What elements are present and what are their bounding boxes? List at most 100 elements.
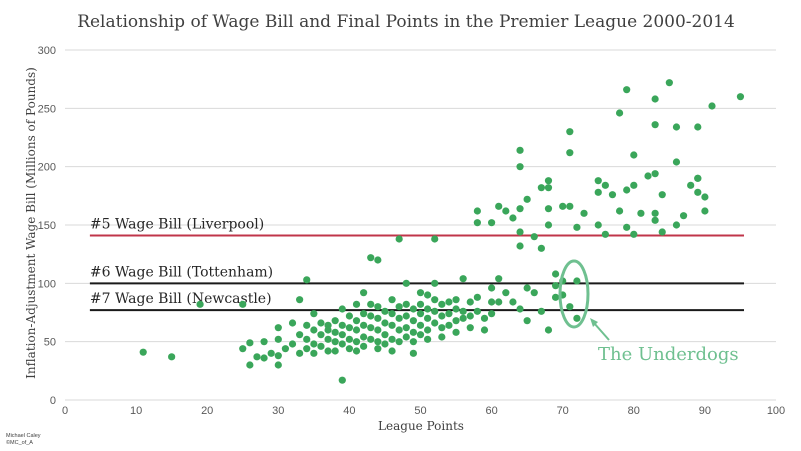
data-point bbox=[523, 195, 531, 203]
y-tick-label: 100 bbox=[38, 278, 56, 290]
data-point bbox=[409, 338, 417, 346]
data-point bbox=[601, 181, 609, 189]
data-point bbox=[395, 314, 403, 322]
data-point bbox=[239, 300, 247, 308]
x-tick-label: 100 bbox=[767, 405, 785, 417]
data-point bbox=[409, 349, 417, 357]
data-point bbox=[537, 184, 545, 192]
data-point bbox=[324, 347, 332, 355]
data-point bbox=[495, 202, 503, 210]
data-point bbox=[388, 347, 396, 355]
data-point bbox=[374, 303, 382, 311]
data-point bbox=[331, 347, 339, 355]
data-point bbox=[367, 335, 375, 343]
underdogs-highlight-ellipse bbox=[558, 259, 590, 329]
data-point bbox=[360, 321, 368, 329]
data-point bbox=[424, 305, 432, 313]
data-point bbox=[296, 331, 304, 339]
data-point bbox=[331, 317, 339, 325]
data-point bbox=[324, 326, 332, 334]
data-point bbox=[388, 296, 396, 304]
data-point bbox=[260, 354, 268, 362]
underdogs-label: The Underdogs bbox=[598, 344, 739, 365]
x-tick-label: 70 bbox=[557, 405, 569, 417]
data-point bbox=[288, 340, 297, 348]
data-point bbox=[310, 340, 318, 348]
data-point bbox=[551, 282, 560, 290]
data-point bbox=[544, 221, 553, 229]
data-point bbox=[352, 338, 361, 346]
x-tick-label: 60 bbox=[485, 405, 497, 417]
data-point bbox=[345, 345, 353, 353]
data-point bbox=[566, 128, 574, 136]
data-point bbox=[452, 328, 460, 336]
data-point bbox=[402, 312, 410, 320]
data-point bbox=[139, 348, 147, 356]
data-point bbox=[509, 298, 517, 306]
data-point bbox=[544, 205, 553, 213]
data-point bbox=[409, 328, 417, 336]
data-point bbox=[303, 276, 311, 284]
data-point bbox=[551, 270, 560, 278]
data-point bbox=[381, 319, 389, 327]
data-point bbox=[267, 349, 275, 357]
data-point bbox=[594, 221, 602, 229]
data-point bbox=[416, 321, 425, 329]
data-point bbox=[488, 310, 496, 318]
data-point bbox=[431, 307, 439, 315]
data-point bbox=[480, 326, 489, 334]
data-point bbox=[381, 307, 389, 315]
data-points bbox=[139, 79, 745, 384]
data-point bbox=[281, 345, 290, 353]
data-point bbox=[473, 307, 481, 315]
data-point bbox=[694, 123, 702, 131]
data-point bbox=[516, 305, 524, 313]
data-point bbox=[310, 310, 318, 318]
data-point bbox=[651, 209, 659, 217]
data-point bbox=[473, 207, 481, 215]
data-point bbox=[452, 317, 460, 325]
data-point bbox=[424, 326, 432, 334]
data-point bbox=[402, 279, 410, 287]
data-point bbox=[367, 324, 375, 332]
data-point bbox=[459, 275, 467, 283]
data-point bbox=[594, 177, 602, 185]
data-point bbox=[288, 319, 297, 327]
data-point bbox=[651, 170, 659, 178]
data-point bbox=[495, 298, 503, 306]
data-point bbox=[352, 317, 361, 325]
data-point bbox=[459, 307, 467, 315]
data-point bbox=[537, 244, 545, 252]
data-point bbox=[644, 172, 652, 180]
reference-line-label-3: #7 Wage Bill (Newcastle) bbox=[90, 291, 272, 307]
x-axis-label: League Points bbox=[378, 419, 464, 433]
data-point bbox=[416, 331, 425, 339]
data-point bbox=[431, 235, 439, 243]
data-point bbox=[473, 219, 481, 227]
data-point bbox=[395, 338, 403, 346]
data-point bbox=[402, 324, 410, 332]
data-point bbox=[374, 256, 382, 264]
data-point bbox=[537, 307, 545, 315]
data-point bbox=[687, 181, 695, 189]
credit-handle: ©MC_of_A bbox=[6, 439, 33, 446]
x-tick-label: 50 bbox=[414, 405, 426, 417]
data-point bbox=[580, 209, 588, 217]
data-point bbox=[310, 326, 318, 334]
x-tick-label: 80 bbox=[628, 405, 640, 417]
y-axis-label: Inflation-Adjustment Wage Bill (Millions… bbox=[24, 67, 38, 379]
data-point bbox=[168, 353, 176, 361]
data-point bbox=[352, 326, 361, 334]
data-point bbox=[566, 149, 574, 157]
data-point bbox=[544, 326, 553, 334]
data-point bbox=[367, 254, 375, 262]
data-point bbox=[381, 331, 389, 339]
data-point bbox=[338, 321, 346, 329]
data-point bbox=[495, 275, 503, 283]
y-tick-label: 50 bbox=[44, 337, 56, 349]
data-point bbox=[502, 289, 510, 297]
data-point bbox=[317, 342, 325, 350]
data-point bbox=[360, 310, 368, 318]
data-point bbox=[374, 338, 382, 346]
data-point bbox=[516, 228, 524, 236]
